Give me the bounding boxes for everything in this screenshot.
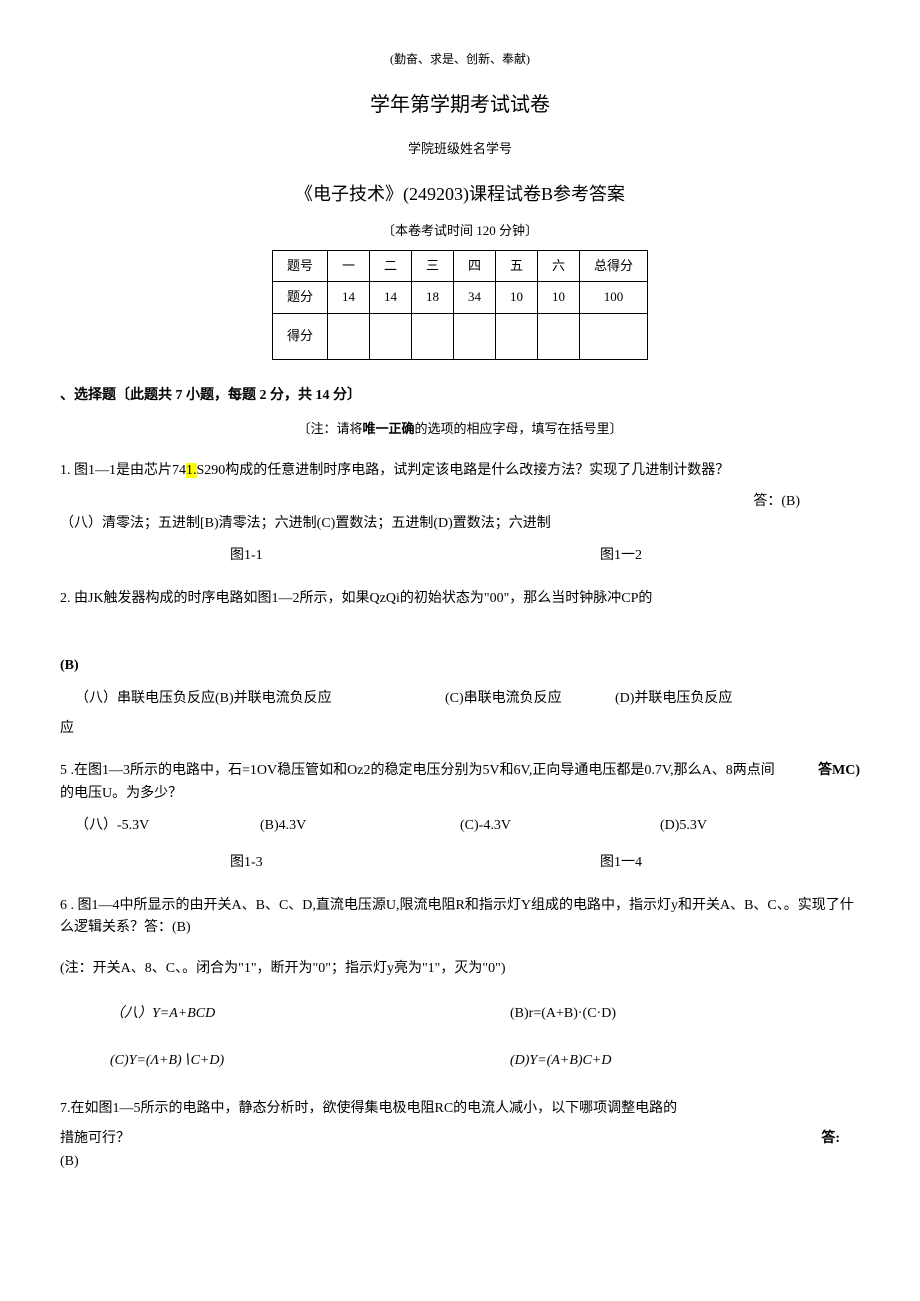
table-cell: 100 [580, 282, 648, 314]
table-cell: 四 [454, 250, 496, 282]
fig-1-1-label: 图1-1 [230, 545, 600, 567]
q5-answer: 答MC) [788, 760, 860, 782]
table-cell: 题号 [272, 250, 327, 282]
q1-suffix: S290构成的任意进制时序电路，试判定该电路是什么改接方法？实现了几进制计数器？ [197, 463, 730, 478]
q7-answer-label: 答: [821, 1128, 860, 1150]
q1-answer: 答：(B) [60, 491, 860, 513]
q6-text: 6 . 图1—4中所显示的由开关A、B、C、D,直流电压源U,限流电阻R和指示灯… [60, 895, 860, 940]
table-cell: 10 [538, 282, 580, 314]
table-cell [411, 314, 453, 360]
table-cell: 题分 [272, 282, 327, 314]
instruction-suffix: 的选项的相应字母，填写在括号里〕 [415, 421, 623, 436]
table-points-row: 题分 14 14 18 34 10 10 100 [272, 282, 647, 314]
table-cell: 六 [538, 250, 580, 282]
section-1-header: 、选择题〔此题共 7 小题，每题 2 分，共 14 分〕 [60, 385, 860, 407]
table-cell [369, 314, 411, 360]
q4-options: （八）串联电压负反应(B)并联电流负反应 (C)串联电流负反应 (D)并联电压负… [60, 688, 860, 710]
q5-opt-d: (D)5.3V [660, 815, 810, 837]
table-cell: 18 [411, 282, 453, 314]
q6-options: （八）Y=A+BCD (B)r=(A+B)·(C·D) (C)Y=(Λ+B)∖C… [60, 1003, 860, 1073]
q1-figures: 图1-1 图1一2 [60, 545, 860, 567]
table-cell: 14 [369, 282, 411, 314]
q6-opt-a: （八）Y=A+BCD [110, 1003, 510, 1025]
q5-opt-c: (C)-4.3V [460, 815, 660, 837]
q7-text1: 7.在如图1—5所示的电路中，静态分析时，欲使得集电极电阻RC的电流人减小，以下… [60, 1098, 860, 1120]
q1-prefix: 1. 图1—1是由芯片74 [60, 463, 186, 478]
table-cell: 10 [496, 282, 538, 314]
question-1: 1. 图1—1是由芯片741.S290构成的任意进制时序电路，试判定该电路是什么… [60, 460, 860, 568]
q6-opt-d: (D)Y=(A+B)C+D [510, 1050, 611, 1072]
q4-opt-c: (C)串联电流负反应 [445, 688, 615, 710]
table-cell: 得分 [272, 314, 327, 360]
q1-text: 1. 图1—1是由芯片741.S290构成的任意进制时序电路，试判定该电路是什么… [60, 460, 860, 482]
q4-answer: (B) [60, 655, 860, 677]
question-6: 6 . 图1—4中所显示的由开关A、B、C、D,直流电压源U,限流电阻R和指示灯… [60, 895, 860, 1073]
table-cell: 14 [327, 282, 369, 314]
table-cell: 一 [327, 250, 369, 282]
table-cell: 总得分 [580, 250, 648, 282]
table-cell: 五 [496, 250, 538, 282]
fig-1-2-label: 图1一2 [600, 545, 642, 567]
question-2: 2. 由JK触发器构成的时序电路如图1—2所示，如果QzQi的初始状态为"00"… [60, 588, 860, 610]
exam-time: 〔本卷考试时间 120 分钟〕 [60, 221, 860, 242]
q4-opt-ab: （八）串联电压负反应(B)并联电流负反应 [75, 688, 445, 710]
question-4-partial: (B) （八）串联电压负反应(B)并联电流负反应 (C)串联电流负反应 (D)并… [60, 655, 860, 740]
table-cell [538, 314, 580, 360]
instruction-text: 〔注：请将唯一正确的选项的相应字母，填写在括号里〕 [60, 419, 860, 440]
instruction-prefix: 〔注：请将 [297, 421, 362, 436]
table-cell: 34 [454, 282, 496, 314]
question-7: 7.在如图1—5所示的电路中，静态分析时，欲使得集电极电阻RC的电流人减小，以下… [60, 1098, 860, 1173]
instruction-bold: 唯一正确 [362, 421, 414, 436]
question-5: 5 .在图1—3所示的电路中，石=1OV稳压管如和Oz2的稳定电压分别为5V和6… [60, 760, 860, 875]
fig-1-4-label: 图1一4 [600, 852, 642, 874]
main-title: 学年第学期考试试卷 [60, 89, 860, 121]
q1-highlight: 1. [186, 463, 197, 478]
table-cell [454, 314, 496, 360]
motto-text: (勤奋、求是、创新、奉献) [60, 50, 860, 69]
q5-opt-b: (B)4.3V [260, 815, 460, 837]
q5-text: 5 .在图1—3所示的电路中，石=1OV稳压管如和Oz2的稳定电压分别为5V和6… [60, 760, 788, 805]
q5-figures: 图1-3 图1一4 [60, 852, 860, 874]
table-cell [580, 314, 648, 360]
fig-1-3-label: 图1-3 [230, 852, 600, 874]
q6-opt-b: (B)r=(A+B)·(C·D) [510, 1003, 616, 1025]
q7-text2: 措施可行？ [60, 1128, 130, 1150]
q6-opt-c: (C)Y=(Λ+B)∖C+D) [110, 1050, 510, 1072]
q2-text: 2. 由JK触发器构成的时序电路如图1—2所示，如果QzQi的初始状态为"00"… [60, 588, 860, 610]
table-cell: 二 [369, 250, 411, 282]
q4-suffix-ying: 应 [60, 718, 860, 740]
table-cell [327, 314, 369, 360]
score-table: 题号 一 二 三 四 五 六 总得分 题分 14 14 18 34 10 10 … [272, 250, 648, 360]
table-cell [496, 314, 538, 360]
q6-note: (注：开关A、8、C、。闭合为"1"，断开为"0"；指示灯y亮为"1"，灭为"0… [60, 958, 860, 980]
q4-opt-d: (D)并联电压负反应 [615, 688, 765, 710]
table-cell: 三 [411, 250, 453, 282]
student-info-line: 学院班级姓名学号 [60, 139, 860, 160]
q1-options: （八）清零法；五进制[B)清零法；六进制(C)置数法；五进制(D)置数法；六进制 [60, 513, 860, 535]
q5-opt-a: （八）-5.3V [60, 815, 260, 837]
table-score-row: 得分 [272, 314, 647, 360]
course-title: 《电子技术》(249203)课程试卷B参考答案 [60, 180, 860, 209]
q7-answer-b: (B) [60, 1151, 860, 1173]
q5-options: （八）-5.3V (B)4.3V (C)-4.3V (D)5.3V [60, 815, 860, 837]
table-header-row: 题号 一 二 三 四 五 六 总得分 [272, 250, 647, 282]
